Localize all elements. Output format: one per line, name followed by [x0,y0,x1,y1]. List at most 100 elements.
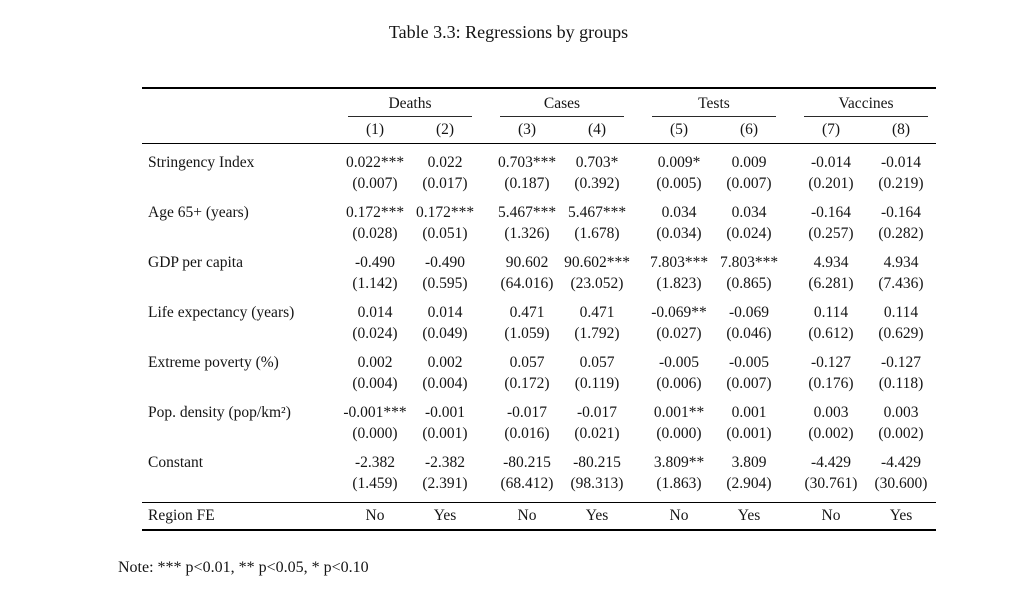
column-number: (6) [714,117,784,144]
se-cell: (1.459) [352,474,398,492]
se-cell: (0.034) [656,224,702,242]
column-gap [480,273,492,294]
region-fe-value: No [492,501,562,531]
se-row: (1.142) (0.595) (64.016) (23.052) (1.823) (0.… [142,273,936,294]
row-label: Stringency Index [148,153,255,171]
coef-cell: -0.017 [576,403,618,421]
se-cell: (0.049) [422,324,468,342]
coef-cell: 0.172*** [345,203,405,221]
column-gap [784,501,796,531]
column-gap [632,473,644,503]
coef-cell: 0.001** [653,403,705,421]
row-label-spacer [142,473,340,503]
group-header-cases: Cases [543,95,581,112]
column-gap [784,394,796,423]
coef-row: Extreme poverty (%) 0.002 0.002 0.057 0.057 -… [142,344,936,373]
se-cell: (0.004) [422,374,468,392]
se-cell: (2.391) [422,474,468,492]
coef-cell: 4.934 [883,253,919,271]
column-gap [632,394,644,423]
column-gap [480,423,492,444]
column-gap [784,294,796,323]
se-cell: (0.046) [726,324,772,342]
row-label: Extreme poverty (%) [148,353,279,371]
coef-cell: 90.602*** [564,253,630,271]
se-cell: (1.326) [504,224,550,242]
coef-row: Age 65+ (years) 0.172*** 0.172*** 5.467*** 5… [142,194,936,223]
group-rule-vaccines: Vaccines [804,94,928,117]
column-gap [632,87,644,117]
coef-row: Stringency Index 0.022*** 0.022 0.703*** 0.7… [142,143,936,173]
column-gap [784,173,796,194]
coef-cell: -4.429 [810,453,852,471]
column-gap [480,194,492,223]
coef-row: Pop. density (pop/km²) -0.001*** -0.001 -0.… [142,394,936,423]
coef-cell: -2.382 [354,453,396,471]
coef-cell: 0.002 [357,353,393,371]
se-cell: (6.281) [808,274,854,292]
se-cell: (0.176) [808,374,854,392]
coef-cell: 0.471 [509,303,545,321]
column-gap [480,373,492,394]
column-gap [784,87,796,117]
se-cell: (0.119) [574,374,620,392]
se-row: (0.024) (0.049) (1.059) (1.792) (0.027) (0.04… [142,323,936,344]
group-rule-deaths: Deaths [348,94,472,117]
coef-cell: -0.069** [651,303,707,321]
coef-cell: 4.934 [813,253,849,271]
column-gap [632,117,644,144]
se-row: (0.007) (0.017) (0.187) (0.392) (0.005) (0.00… [142,173,936,194]
group-header-row: Deaths Cases Tests Vaccines [142,87,936,117]
coef-cell: -0.001*** [343,403,407,421]
coef-cell: 0.114 [813,303,849,321]
coef-cell: 0.114 [883,303,919,321]
column-number: (5) [644,117,714,144]
se-cell: (7.436) [878,274,924,292]
coef-cell: 0.703* [575,153,619,171]
column-gap [632,323,644,344]
column-gap [480,294,492,323]
column-gap [632,423,644,444]
column-gap [784,223,796,244]
coef-cell: 0.001 [731,403,767,421]
column-gap [632,173,644,194]
se-cell: (0.017) [422,174,468,192]
row-label: Age 65+ (years) [148,203,249,221]
se-cell: (0.629) [878,324,924,342]
coef-cell: -0.069 [728,303,770,321]
column-gap [632,143,644,173]
coef-row: Life expectancy (years) 0.014 0.014 0.471 0.… [142,294,936,323]
se-cell: (1.823) [656,274,702,292]
column-gap [784,373,796,394]
region-fe-value: No [340,501,410,531]
coef-row: Constant -2.382 -2.382 -80.215 -80.215 3.809*… [142,444,936,473]
column-gap [480,473,492,503]
column-gap [480,323,492,344]
se-cell: (30.600) [874,474,928,492]
se-cell: (0.219) [878,174,924,192]
se-cell: (0.028) [352,224,398,242]
column-gap [480,501,492,531]
region-fe-value: Yes [562,501,632,531]
coef-cell: 0.022 [427,153,463,171]
se-cell: (98.313) [570,474,624,492]
se-cell: (2.904) [726,474,772,492]
column-gap [632,194,644,223]
column-gap [632,294,644,323]
table-caption: Table 3.3: Regressions by groups [388,22,629,42]
column-gap [480,87,492,117]
row-label-spacer [142,323,340,344]
column-gap [784,273,796,294]
coef-cell: -4.429 [880,453,922,471]
column-gap [632,223,644,244]
se-cell: (0.172) [504,374,550,392]
column-gap [480,394,492,423]
regression-table: Deaths Cases Tests Vaccines (1) (2) (3) (4) (5)(… [142,87,936,531]
group-header-cell: Cases [492,87,632,117]
coef-cell: 0.057 [579,353,615,371]
row-label-spacer [142,223,340,244]
coef-cell: -0.127 [810,353,852,371]
region-fe-row: Region FE No Yes No Yes No Yes No Yes [142,501,936,531]
group-header-vaccines: Vaccines [838,95,894,112]
